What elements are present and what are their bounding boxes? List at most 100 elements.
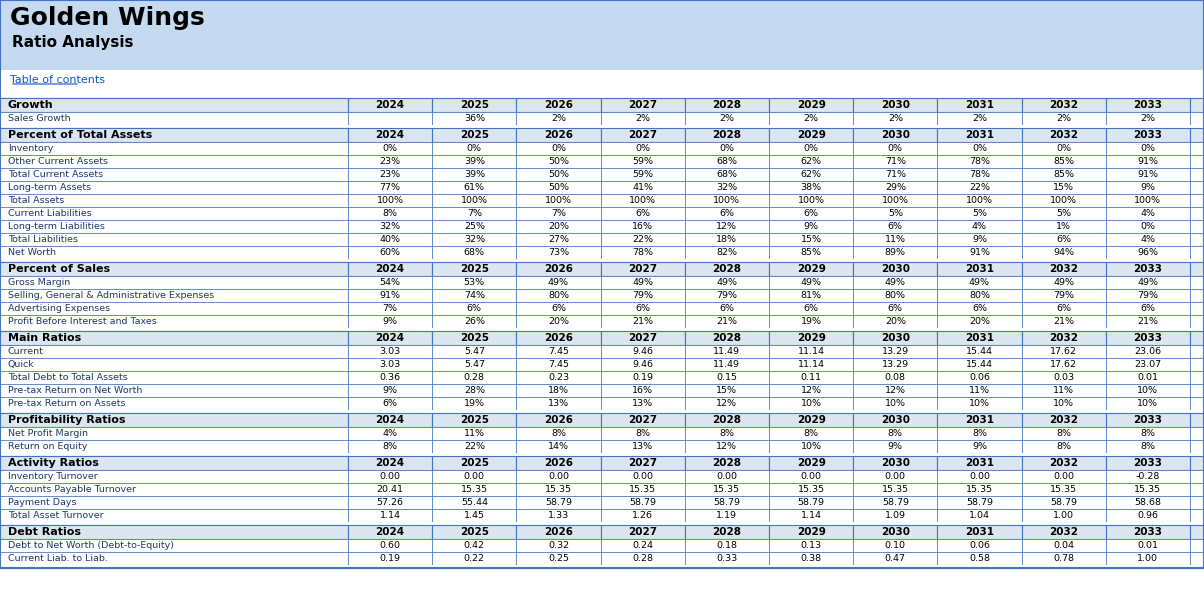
Text: 0%: 0%	[1056, 144, 1072, 153]
Bar	[1105, 483, 1190, 496]
Bar	[769, 262, 854, 276]
Bar	[0, 453, 1204, 456]
Bar	[854, 440, 938, 453]
Text: 16%: 16%	[632, 386, 654, 395]
Bar	[1190, 525, 1204, 539]
Text: 73%: 73%	[548, 248, 569, 257]
Bar	[938, 207, 1022, 220]
Text: 78%: 78%	[969, 170, 990, 179]
Text: 0.00: 0.00	[548, 472, 569, 481]
Bar	[769, 246, 854, 259]
Bar	[1105, 128, 1190, 142]
Bar	[0, 525, 348, 539]
Bar	[1022, 262, 1105, 276]
Bar	[685, 552, 769, 565]
Bar	[601, 384, 685, 397]
Bar	[769, 345, 854, 358]
Text: Main Ratios: Main Ratios	[8, 333, 81, 343]
Bar	[938, 358, 1022, 371]
Bar	[1022, 552, 1105, 565]
Text: 2%: 2%	[720, 114, 734, 123]
Bar	[854, 233, 938, 246]
Bar	[517, 315, 601, 328]
Text: 2032: 2032	[1049, 264, 1079, 274]
Text: 2026: 2026	[544, 415, 573, 425]
Bar	[769, 552, 854, 565]
Bar	[517, 358, 601, 371]
Text: Long-term Assets: Long-term Assets	[8, 183, 92, 192]
Bar	[685, 440, 769, 453]
Bar	[1190, 233, 1204, 246]
Bar	[854, 384, 938, 397]
Text: 2028: 2028	[713, 100, 742, 110]
Text: 0.22: 0.22	[464, 554, 485, 563]
Bar	[1022, 397, 1105, 410]
Text: 2030: 2030	[881, 264, 910, 274]
Bar	[0, 315, 348, 328]
Text: Pre-tax Return on Net Worth: Pre-tax Return on Net Worth	[8, 386, 142, 395]
Bar	[1105, 155, 1190, 168]
Text: 22%: 22%	[969, 183, 990, 192]
Bar	[0, 552, 348, 565]
Text: 8%: 8%	[720, 429, 734, 438]
Text: 2032: 2032	[1049, 100, 1079, 110]
Bar	[938, 470, 1022, 483]
Bar	[769, 181, 854, 194]
Bar	[685, 496, 769, 509]
Text: 59%: 59%	[632, 157, 654, 166]
Text: 49%: 49%	[1054, 278, 1074, 287]
Bar	[348, 207, 432, 220]
Text: 41%: 41%	[632, 183, 654, 192]
Bar	[517, 552, 601, 565]
Bar	[601, 262, 685, 276]
Text: Percent of Total Assets: Percent of Total Assets	[8, 130, 152, 140]
Bar	[854, 552, 938, 565]
Bar	[769, 358, 854, 371]
Bar	[938, 525, 1022, 539]
Bar	[601, 331, 685, 345]
Text: Net Profit Margin: Net Profit Margin	[8, 429, 88, 438]
Text: Debt Ratios: Debt Ratios	[8, 527, 81, 537]
Text: 10%: 10%	[801, 442, 821, 451]
Text: 6%: 6%	[720, 304, 734, 313]
Bar	[517, 155, 601, 168]
Bar	[1190, 302, 1204, 315]
Bar	[685, 128, 769, 142]
Bar	[517, 525, 601, 539]
Bar	[854, 371, 938, 384]
Bar	[1190, 262, 1204, 276]
Text: 58.79: 58.79	[797, 498, 825, 507]
Bar	[1190, 220, 1204, 233]
Text: 2032: 2032	[1049, 527, 1079, 537]
Bar	[854, 331, 938, 345]
Text: 9%: 9%	[803, 222, 819, 231]
Bar	[685, 181, 769, 194]
Text: 50%: 50%	[548, 157, 569, 166]
Text: 0.25: 0.25	[548, 554, 569, 563]
Bar	[685, 262, 769, 276]
Text: Total Liabilities: Total Liabilities	[8, 235, 78, 244]
Text: 57.26: 57.26	[377, 498, 403, 507]
Text: 6%: 6%	[887, 222, 903, 231]
Bar	[1190, 289, 1204, 302]
Text: 2032: 2032	[1049, 458, 1079, 468]
Text: 8%: 8%	[803, 429, 819, 438]
Text: 58.79: 58.79	[1050, 498, 1078, 507]
Text: 2026: 2026	[544, 264, 573, 274]
Text: 21%: 21%	[1138, 317, 1158, 326]
Text: 2027: 2027	[628, 458, 657, 468]
Text: 58.79: 58.79	[966, 498, 993, 507]
Bar	[938, 233, 1022, 246]
Text: 2024: 2024	[376, 458, 405, 468]
Bar	[601, 128, 685, 142]
Bar	[0, 168, 348, 181]
Bar	[348, 289, 432, 302]
Text: 6%: 6%	[1140, 304, 1156, 313]
Bar	[854, 509, 938, 522]
Bar	[432, 509, 517, 522]
Bar	[1022, 112, 1105, 125]
Text: 2%: 2%	[551, 114, 566, 123]
Text: Ratio Analysis: Ratio Analysis	[12, 35, 134, 49]
Text: 0.13: 0.13	[801, 541, 821, 550]
Bar	[769, 427, 854, 440]
